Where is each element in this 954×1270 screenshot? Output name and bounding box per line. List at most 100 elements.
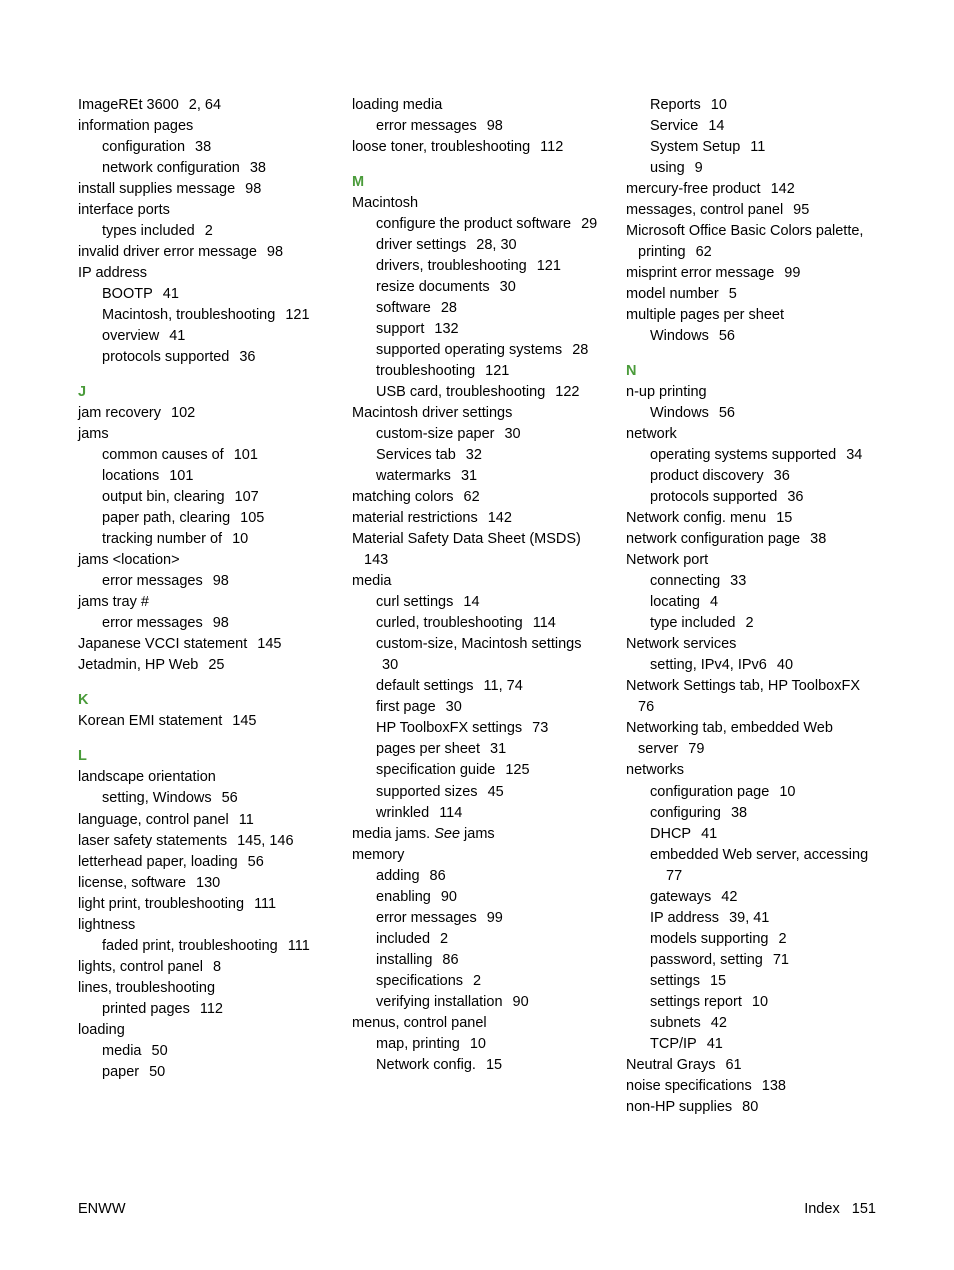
index-subentry: specification guide125 xyxy=(358,760,602,781)
index-entry: network configuration page38 xyxy=(626,529,876,550)
index-page-ref: 50 xyxy=(149,1064,165,1080)
index-section-head: L xyxy=(78,746,328,767)
index-entry: Network config. menu15 xyxy=(626,508,876,529)
index-page-ref: 14 xyxy=(708,118,724,134)
index-subentry: pages per sheet31 xyxy=(358,739,602,760)
index-page-ref: 10 xyxy=(711,97,727,113)
index-page-ref: 2 xyxy=(205,223,213,239)
index-subentry: using9 xyxy=(632,158,876,179)
index-entry: information pages xyxy=(78,116,328,137)
index-page-ref: 10 xyxy=(752,994,768,1010)
index-subentry: drivers, troubleshooting121 xyxy=(358,256,602,277)
index-page-ref: 41 xyxy=(163,286,179,302)
index-entry: loose toner, troubleshooting112 xyxy=(352,137,602,158)
index-entry: loading xyxy=(78,1020,328,1041)
index-page-ref: 90 xyxy=(441,889,457,905)
index-page-ref: 10 xyxy=(470,1036,486,1052)
index-page-ref: 5 xyxy=(729,286,737,302)
index-subentry: configuring38 xyxy=(632,803,876,824)
index-section-head: J xyxy=(78,382,328,403)
index-page-ref: 34 xyxy=(846,447,862,463)
index-entry: Network port xyxy=(626,550,876,571)
index-subentry: paper50 xyxy=(84,1062,328,1083)
index-subentry: watermarks31 xyxy=(358,466,602,487)
index-page-ref: 122 xyxy=(555,384,579,400)
index-subentry: supported operating systems28 xyxy=(358,340,602,361)
index-subentry: error messages98 xyxy=(358,116,602,137)
footer-right-label: Index xyxy=(804,1201,839,1217)
index-subentry: USB card, troubleshooting122 xyxy=(358,382,602,403)
index-subentry: embedded Web server, accessing77 xyxy=(632,845,876,887)
index-page-ref: 15 xyxy=(710,973,726,989)
index-entry: language, control panel11 xyxy=(78,810,328,831)
index-entry: jams xyxy=(78,424,328,445)
index-page-ref: 39, 41 xyxy=(729,910,769,926)
index-page-ref: 111 xyxy=(254,896,276,912)
index-entry: Neutral Grays61 xyxy=(626,1055,876,1076)
index-subentry: error messages99 xyxy=(358,908,602,929)
index-entry: landscape orientation xyxy=(78,767,328,788)
index-subentry: wrinkled114 xyxy=(358,803,602,824)
index-subentry: printed pages112 xyxy=(84,999,328,1020)
index-subentry: map, printing10 xyxy=(358,1034,602,1055)
index-subentry: support132 xyxy=(358,319,602,340)
index-page-ref: 41 xyxy=(707,1036,723,1052)
index-subentry: HP ToolboxFX settings73 xyxy=(358,718,602,739)
index-page-ref: 10 xyxy=(232,531,248,547)
index-entry: Networking tab, embedded Web server79 xyxy=(626,718,876,760)
index-subentry: password, setting71 xyxy=(632,950,876,971)
index-subentry: verifying installation90 xyxy=(358,992,602,1013)
index-page-ref: 98 xyxy=(487,118,503,134)
index-subentry: Macintosh, troubleshooting121 xyxy=(84,305,328,326)
index-entry: material restrictions142 xyxy=(352,508,602,529)
index-page-ref: 2 xyxy=(440,931,448,947)
index-subentry: DHCP41 xyxy=(632,824,876,845)
index-entry: Korean EMI statement145 xyxy=(78,711,328,732)
index-entry: jams <location> xyxy=(78,550,328,571)
index-page-ref: 30 xyxy=(446,699,462,715)
index-subentry: Reports10 xyxy=(632,95,876,116)
index-page-ref: 143 xyxy=(364,552,388,568)
index-entry: noise specifications138 xyxy=(626,1076,876,1097)
index-entry: media jams. See jams xyxy=(352,824,602,845)
index-entry: lines, troubleshooting xyxy=(78,978,328,999)
index-entry: networks xyxy=(626,760,876,781)
index-entry: non-HP supplies80 xyxy=(626,1097,876,1118)
index-subentry: configuration page10 xyxy=(632,782,876,803)
index-page-ref: 142 xyxy=(488,510,512,526)
index-entry: invalid driver error message98 xyxy=(78,242,328,263)
index-entry: lightness xyxy=(78,915,328,936)
index-page-ref: 138 xyxy=(762,1078,786,1094)
page-footer: ENWW Index 151 xyxy=(78,1199,876,1220)
index-subentry: Windows56 xyxy=(632,326,876,347)
index-page-ref: 31 xyxy=(461,468,477,484)
index-page-ref: 11, 74 xyxy=(484,678,523,694)
index-entry: Macintosh xyxy=(352,193,602,214)
index-subentry: output bin, clearing107 xyxy=(84,487,328,508)
index-subentry: installing86 xyxy=(358,950,602,971)
index-page-ref: 56 xyxy=(248,854,264,870)
index-entry: Network services xyxy=(626,634,876,655)
index-page-ref: 121 xyxy=(537,258,561,274)
index-subentry: configure the product software29 xyxy=(358,214,602,235)
index-page-ref: 73 xyxy=(532,720,548,736)
index-page-ref: 125 xyxy=(505,762,529,778)
index-page-ref: 8 xyxy=(213,959,221,975)
index-entry: Material Safety Data Sheet (MSDS)143 xyxy=(352,529,602,571)
index-page-ref: 15 xyxy=(486,1057,502,1073)
index-subentry: TCP/IP41 xyxy=(632,1034,876,1055)
index-entry: menus, control panel xyxy=(352,1013,602,1034)
index-subentry: custom-size, Macintosh settings30 xyxy=(358,634,602,676)
index-subentry: error messages98 xyxy=(84,613,328,634)
index-subentry: resize documents30 xyxy=(358,277,602,298)
index-page-ref: 38 xyxy=(250,160,266,176)
index-section-head: K xyxy=(78,690,328,711)
index-subentry: tracking number of10 xyxy=(84,529,328,550)
index-subentry: BOOTP41 xyxy=(84,284,328,305)
index-subentry: media50 xyxy=(84,1041,328,1062)
index-page-ref: 32 xyxy=(466,447,482,463)
index-page-ref: 98 xyxy=(267,244,283,260)
index-page-ref: 145, 146 xyxy=(237,833,293,849)
index-page-ref: 11 xyxy=(750,139,765,155)
index-page-ref: 41 xyxy=(701,826,717,842)
